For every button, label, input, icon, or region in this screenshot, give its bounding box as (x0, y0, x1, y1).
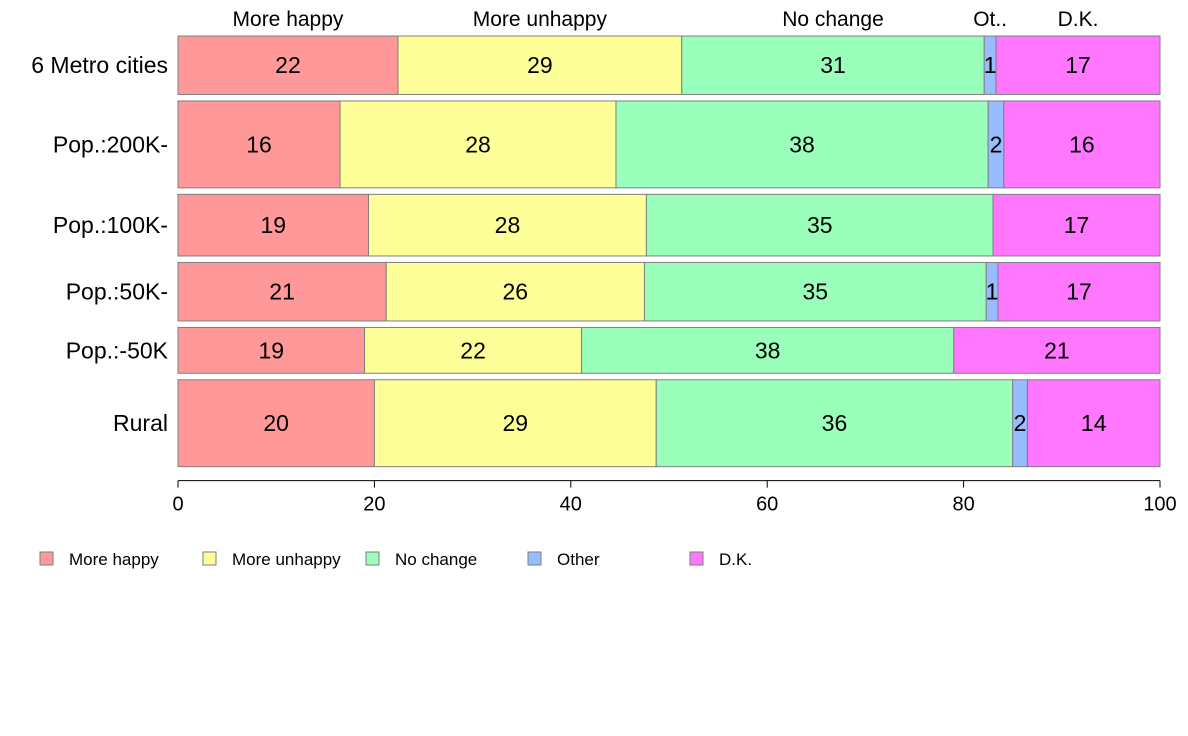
data-label: 1 (984, 52, 997, 78)
x-tick-label: 60 (756, 494, 778, 516)
legend-label: Other (557, 550, 600, 569)
x-tick-label: 100 (1143, 494, 1176, 516)
bar-segment (997, 261, 1161, 322)
column-header: No change (782, 8, 884, 31)
legend-label: No change (395, 550, 477, 569)
column-headers: More happy More unhappy No change Ot.. D.K. (233, 8, 1099, 31)
data-label: 16 (246, 131, 272, 157)
bar-segment (177, 326, 366, 374)
bar-segment (177, 379, 375, 468)
bar-segment (615, 100, 989, 189)
category-label: Pop.:200K- (53, 131, 168, 157)
data-label: 29 (503, 410, 529, 436)
category-label: Pop.:100K- (53, 212, 168, 238)
data-label: 17 (1065, 52, 1091, 78)
bar-segment (995, 35, 1161, 95)
data-label: 36 (822, 410, 848, 436)
x-tick-label: 80 (952, 494, 974, 516)
column-header: D.K. (1058, 8, 1099, 31)
bar-segment (645, 193, 994, 257)
category-label: Pop.:-50K (66, 337, 169, 363)
data-label: 35 (807, 212, 833, 238)
bar-segment (368, 193, 647, 257)
category-label: Rural (113, 410, 168, 436)
data-label: 22 (460, 337, 486, 363)
data-label: 29 (527, 52, 553, 78)
data-label: 31 (820, 52, 846, 78)
x-tick-label: 20 (363, 494, 385, 516)
data-label: 38 (755, 337, 781, 363)
bar-segment (581, 326, 955, 374)
bar-segment (655, 379, 1014, 468)
data-label: 16 (1069, 131, 1095, 157)
data-label: 38 (789, 131, 815, 157)
column-header: More happy (233, 8, 344, 31)
bar-segment (953, 326, 1161, 374)
data-label: 20 (263, 410, 289, 436)
bar-segment (992, 193, 1161, 257)
legend-label: More happy (69, 550, 159, 569)
bar-segment (1003, 100, 1161, 189)
bar-segment (1026, 379, 1161, 468)
bar-segment (385, 261, 645, 322)
data-label: 21 (269, 279, 295, 305)
bar-segment (397, 35, 683, 95)
data-label: 17 (1064, 212, 1090, 238)
legend-swatch (39, 551, 54, 566)
data-label: 35 (803, 279, 829, 305)
legend: More happy More unhappy No change Other D.K. (39, 550, 752, 569)
column-header: More unhappy (473, 8, 608, 31)
bar-segment (681, 35, 985, 95)
x-tick-label: 40 (560, 494, 582, 516)
data-label: 21 (1044, 337, 1070, 363)
data-label: 19 (258, 337, 284, 363)
legend-label: D.K. (719, 550, 752, 569)
data-label: 28 (495, 212, 521, 238)
legend-swatch (527, 551, 542, 566)
bar-segment (177, 35, 399, 95)
bar-segment (177, 193, 370, 257)
data-label: 2 (1014, 410, 1027, 436)
legend-swatch (689, 551, 704, 566)
legend-swatch (202, 551, 217, 566)
data-label: 14 (1081, 410, 1107, 436)
bars-group: 22 29 31 1 17 16 28 38 2 16 19 28 35 17 21 26 35 1 17 19 22 3… (177, 35, 1161, 468)
category-label: 6 Metro cities (31, 52, 168, 78)
data-label: 26 (503, 279, 529, 305)
data-label: 22 (275, 52, 301, 78)
data-label: 17 (1066, 279, 1092, 305)
bar-segment (177, 100, 341, 189)
legend-label: More unhappy (232, 550, 341, 569)
category-labels: 6 Metro cities Pop.:200K- Pop.:100K- Pop.:5… (31, 52, 168, 436)
column-header: Ot.. (973, 8, 1007, 31)
x-tick-label: 0 (172, 494, 183, 516)
data-label: 19 (260, 212, 286, 238)
data-label: 2 (990, 131, 1003, 157)
x-axis: 0 20 40 60 80 100 (172, 480, 1177, 516)
bar-segment (339, 100, 617, 189)
bar-segment (373, 379, 657, 468)
bar-segment (643, 261, 987, 322)
category-label: Pop.:50K- (66, 279, 168, 305)
data-label: 1 (986, 279, 999, 305)
legend-swatch (365, 551, 380, 566)
data-label: 28 (465, 131, 491, 157)
